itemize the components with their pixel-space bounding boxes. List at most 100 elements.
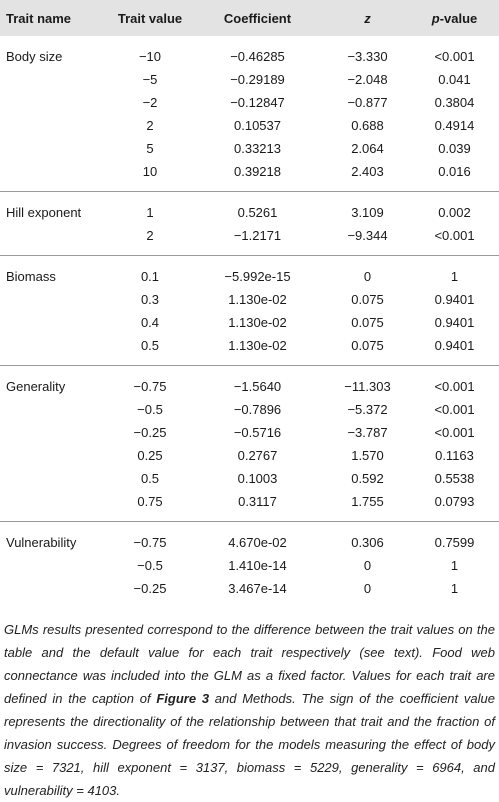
table-cell: 0.002 (438, 205, 471, 220)
trait-name: Generality (6, 379, 66, 394)
table-cell: 0.688 (351, 118, 384, 133)
table-row: 5 0.33213 2.064 0.039 (0, 137, 499, 160)
table-cell: 0.041 (438, 72, 471, 87)
table-cell: −3.787 (347, 425, 388, 440)
trait-group: Biomass 0.1 −5.992e-15 0 1 0.3 1.130e-02 0.075 0… (0, 255, 499, 366)
trait-name (0, 577, 110, 608)
table-cell: 0.4 (140, 315, 160, 330)
table-cell: −0.7896 (233, 402, 282, 417)
table-cell: −2 (142, 95, 158, 110)
trait-name (0, 311, 110, 334)
table-cell: −11.303 (344, 379, 391, 394)
table-cell: 1 (146, 205, 154, 220)
table-cell: <0.001 (434, 379, 475, 394)
table-cell: −5.992e-15 (224, 269, 291, 284)
footnote: GLMs results presented correspond to the… (4, 618, 495, 802)
table-cell: 0.075 (351, 292, 384, 307)
table-row: 10 0.39218 2.403 0.016 (0, 160, 499, 192)
table-cell: <0.001 (434, 49, 475, 64)
trait-name (0, 160, 110, 192)
table-row: −0.5 1.410e-14 0 1 (0, 554, 499, 577)
trait-name: Biomass (6, 269, 56, 284)
table-cell: 2.403 (351, 164, 384, 179)
table-cell: 0.75 (137, 494, 163, 509)
table-row: Biomass 0.1 −5.992e-15 0 1 (0, 256, 499, 289)
table-cell: −0.12847 (230, 95, 285, 110)
table-cell: 0 (363, 269, 372, 284)
trait-name (0, 421, 110, 444)
table-cell: 0.5 (140, 338, 160, 353)
table-cell: 0 (363, 581, 372, 596)
table-row: 2 0.10537 0.688 0.4914 (0, 114, 499, 137)
trait-name (0, 334, 110, 366)
table-row: −0.25 −0.5716 −3.787 <0.001 (0, 421, 499, 444)
table-cell: 1.410e-14 (228, 558, 287, 573)
table-cell: 0.3 (140, 292, 160, 307)
table-row: 0.75 0.3117 1.755 0.0793 (0, 490, 499, 522)
table-cell: −10 (138, 49, 162, 64)
table-cell: −9.344 (347, 228, 388, 243)
table-cell: 0.3117 (238, 494, 277, 509)
table-cell: 0.5538 (434, 471, 475, 486)
table-row: 0.25 0.2767 1.570 0.1163 (0, 444, 499, 467)
table-cell: 0.4914 (434, 118, 475, 133)
trait-group: Hill exponent 1 0.5261 3.109 0.002 2 −1.2171 −9… (0, 191, 499, 256)
table-row: −0.25 3.467e-14 0 1 (0, 577, 499, 608)
trait-name (0, 554, 110, 577)
table-row: Generality −0.75 −1.5640 −11.303 <0.001 (0, 366, 499, 399)
table-cell: 3.109 (351, 205, 384, 220)
table-cell: −0.75 (133, 535, 167, 550)
table-cell: 1.130e-02 (228, 338, 287, 353)
footnote-text: and Methods. The sign of the coefficient… (4, 691, 495, 798)
table-cell: −1.2171 (233, 228, 282, 243)
table-cell: 1.570 (351, 448, 384, 463)
table-cell: 0.306 (351, 535, 384, 550)
table-row: Body size −10 −0.46285 −3.330 <0.001 (0, 36, 499, 68)
table-cell: −0.5716 (233, 425, 282, 440)
table-cell: 3.467e-14 (228, 581, 287, 596)
table-cell: <0.001 (434, 425, 475, 440)
table-header: Trait name Trait value Coefficient z p-v… (0, 0, 499, 36)
table-row: 0.4 1.130e-02 0.075 0.9401 (0, 311, 499, 334)
table-cell: <0.001 (434, 228, 475, 243)
trait-name (0, 398, 110, 421)
trait-name: Body size (6, 49, 63, 64)
table-cell: 1.130e-02 (228, 315, 287, 330)
table-cell: 1 (450, 558, 459, 573)
trait-name (0, 467, 110, 490)
header-cell: Trait value (110, 0, 190, 36)
table-cell: −1.5640 (233, 379, 282, 394)
table-cell: 5 (146, 141, 154, 156)
results-table: Trait name Trait value Coefficient z p-v… (0, 0, 499, 608)
table-cell: 0.10537 (234, 118, 281, 133)
table-row: 0.5 1.130e-02 0.075 0.9401 (0, 334, 499, 366)
table-cell: 0.33213 (234, 141, 281, 156)
table-cell: 0.1003 (237, 471, 278, 486)
table-row: 0.5 0.1003 0.592 0.5538 (0, 467, 499, 490)
table-cell: 0.2767 (237, 448, 278, 463)
table-cell: −5 (142, 72, 158, 87)
table-cell: 0.075 (351, 315, 384, 330)
table-row: −2 −0.12847 −0.877 0.3804 (0, 91, 499, 114)
table-cell: 1.755 (351, 494, 384, 509)
table-cell: −0.5 (137, 558, 163, 573)
trait-name (0, 91, 110, 114)
header-italic: p (431, 10, 440, 26)
table-cell: 10 (142, 164, 158, 179)
table-cell: −2.048 (347, 72, 388, 87)
trait-name: Hill exponent (6, 205, 82, 220)
trait-name (0, 490, 110, 522)
table-cell: −0.25 (133, 425, 167, 440)
table-cell: −3.330 (347, 49, 388, 64)
table-cell: 0.9401 (434, 338, 475, 353)
trait-group: Generality −0.75 −1.5640 −11.303 <0.001 −0.5−… (0, 365, 499, 522)
table-cell: 0.1 (140, 269, 160, 284)
table-cell: 2 (146, 228, 154, 243)
table-cell: −0.25 (133, 581, 167, 596)
table-cell: 0.3804 (434, 95, 475, 110)
footnote-text: GLMs results presented correspond to the… (4, 622, 495, 706)
table-cell: −0.29189 (230, 72, 285, 87)
table-row: Hill exponent 1 0.5261 3.109 0.002 (0, 192, 499, 225)
table-cell: 0.5261 (237, 205, 278, 220)
